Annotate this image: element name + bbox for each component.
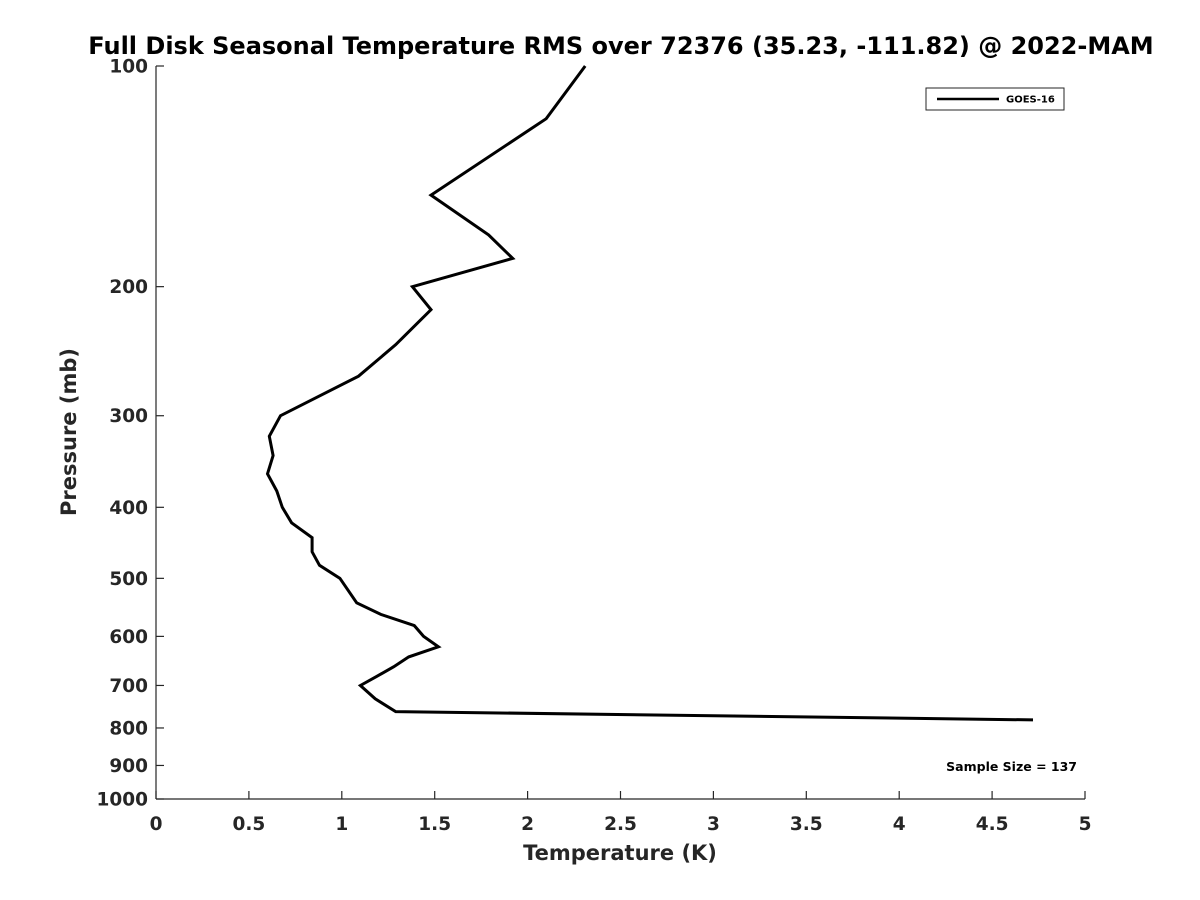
y-tick-label: 500 bbox=[109, 569, 148, 590]
x-tick-label: 0.5 bbox=[233, 814, 266, 835]
y-tick-label: 900 bbox=[109, 756, 148, 777]
x-tick-label: 5 bbox=[1079, 814, 1092, 835]
x-tick-label: 3.5 bbox=[790, 814, 823, 835]
y-tick-label: 300 bbox=[109, 406, 148, 427]
x-tick-label: 1 bbox=[335, 814, 348, 835]
x-tick-label: 3 bbox=[707, 814, 720, 835]
y-tick-label: 800 bbox=[109, 718, 148, 739]
series-line-goes-16 bbox=[265, 65, 1034, 722]
axes bbox=[155, 66, 1085, 800]
y-ticks: 100 200 300 400 500 600 700 800 900 1000 bbox=[97, 57, 164, 811]
x-axis-label: Temperature (K) bbox=[523, 841, 717, 865]
y-tick-label: 700 bbox=[109, 676, 148, 697]
x-tick-label: 0 bbox=[150, 814, 163, 835]
series-group bbox=[265, 65, 1034, 722]
y-tick-label: 100 bbox=[109, 57, 148, 78]
y-tick-label: 400 bbox=[109, 498, 148, 519]
y-tick-label: 600 bbox=[109, 627, 148, 648]
x-tick-label: 4 bbox=[893, 814, 906, 835]
x-tick-label: 4.5 bbox=[976, 814, 1009, 835]
legend: GOES-16 bbox=[925, 87, 1065, 111]
x-tick-label: 1.5 bbox=[418, 814, 451, 835]
x-ticks: 0 0.5 1 1.5 2 2.5 3 3.5 4 4.5 5 bbox=[150, 791, 1092, 835]
y-tick-label: 1000 bbox=[97, 790, 149, 811]
x-tick-label: 2.5 bbox=[604, 814, 637, 835]
y-axis-label: Pressure (mb) bbox=[57, 348, 81, 516]
sample-size-note: Sample Size = 137 bbox=[946, 759, 1077, 774]
x-tick-label: 2 bbox=[521, 814, 534, 835]
chart-title: Full Disk Seasonal Temperature RMS over … bbox=[88, 32, 1153, 60]
y-tick-label: 200 bbox=[109, 277, 148, 298]
legend-label: GOES-16 bbox=[1006, 95, 1055, 106]
